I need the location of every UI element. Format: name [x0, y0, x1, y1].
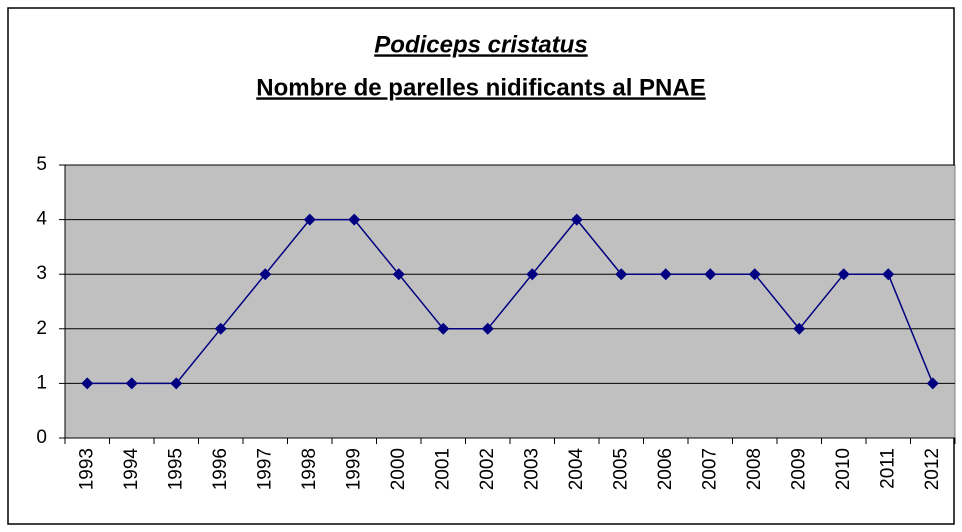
marker	[303, 213, 316, 226]
marker	[348, 213, 361, 226]
marker	[170, 377, 183, 390]
y-tick-label: 4	[36, 209, 47, 230]
marker	[481, 322, 494, 335]
x-tick-label: 1995	[165, 448, 186, 490]
y-tick-label: 0	[36, 427, 47, 448]
marker	[615, 268, 628, 281]
marker	[81, 377, 94, 390]
x-tick-label: 2000	[388, 448, 409, 490]
x-tick-label: 1996	[210, 448, 231, 490]
marker	[526, 268, 539, 281]
marker	[392, 268, 405, 281]
x-tick-label: 2001	[432, 448, 453, 490]
x-tick-label: 2003	[521, 448, 542, 490]
x-tick-label: 2007	[699, 448, 720, 490]
line	[87, 218, 934, 385]
x-tick-label: 1997	[254, 448, 275, 490]
x-tick-label: 2012	[922, 448, 943, 490]
x-tick-label: 2008	[744, 448, 765, 490]
x-tick-label: 2006	[655, 448, 676, 490]
y-tick-label: 2	[36, 318, 47, 339]
x-tick-label: 2009	[788, 448, 809, 490]
x-tick-label: 2010	[833, 448, 854, 490]
marker	[259, 268, 272, 281]
marker	[125, 377, 138, 390]
y-tick-label: 3	[36, 263, 47, 284]
y-tick-label: 1	[36, 372, 47, 393]
marker	[437, 322, 450, 335]
x-tick-label: 2002	[477, 448, 498, 490]
x-tick-label: 2004	[566, 448, 587, 491]
y-tick-label: 5	[36, 154, 47, 175]
marker	[570, 213, 583, 226]
x-tick-label: 2011	[877, 448, 898, 489]
chart-title: Podiceps cristatus	[374, 31, 587, 58]
x-tick-label: 1998	[299, 448, 320, 490]
x-tick-label: 2005	[610, 448, 631, 490]
marker	[793, 322, 806, 335]
marker	[214, 322, 227, 335]
marker	[882, 268, 895, 281]
x-tick-label: 1994	[121, 448, 142, 491]
x-tick-label: 1999	[343, 448, 364, 490]
marker	[748, 268, 761, 281]
x-tick-label: 1993	[76, 448, 97, 490]
marker	[926, 377, 939, 390]
marker	[704, 268, 717, 281]
marker	[837, 268, 850, 281]
marker	[659, 268, 672, 281]
chart-subtitle: Nombre de parelles nidificants al PNAE	[256, 74, 705, 101]
